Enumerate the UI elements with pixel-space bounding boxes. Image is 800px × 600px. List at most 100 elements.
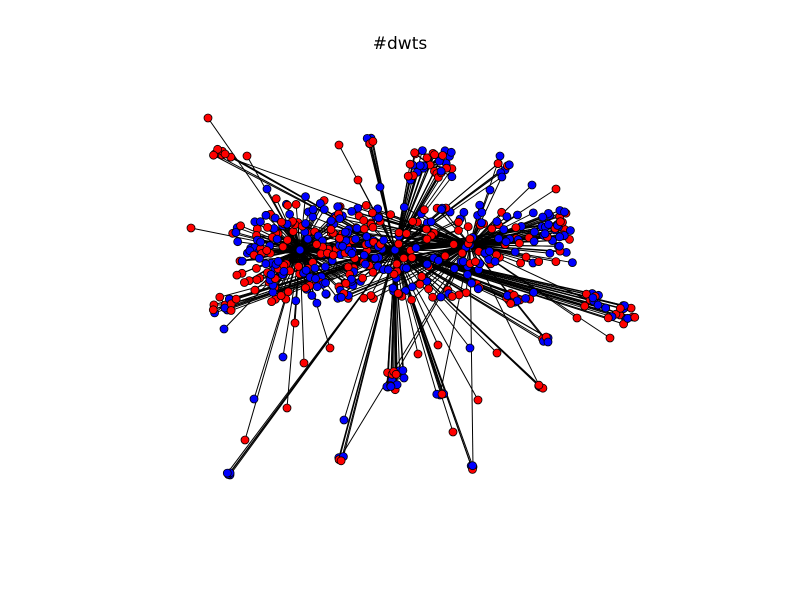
graph-node-blue: [449, 264, 459, 274]
graph-node-red: [277, 217, 286, 227]
graph-node-blue: [477, 218, 486, 228]
graph-node-red: [393, 288, 403, 298]
graph-node-blue: [320, 262, 330, 272]
graph-node-blue: [521, 293, 530, 303]
graph-node-blue: [321, 278, 331, 288]
graph-node-blue: [407, 282, 417, 292]
graph-edge: [394, 249, 479, 401]
graph-node-blue: [249, 394, 259, 404]
graph-node-blue: [490, 257, 500, 266]
graph-edge: [244, 249, 301, 441]
graph-node-blue: [399, 373, 409, 383]
graph-node-red: [278, 242, 288, 252]
graph-node-red: [433, 340, 443, 350]
graph-node-blue: [540, 229, 550, 239]
graph-node-red: [551, 257, 561, 267]
graph-node-blue: [502, 212, 512, 222]
graph-node-blue: [219, 324, 229, 334]
graph-node-red: [186, 223, 196, 233]
graph-node-red: [534, 380, 544, 390]
graph-node-red: [422, 234, 432, 244]
graph-node-red: [615, 303, 625, 313]
graph-node-blue: [352, 223, 362, 233]
graph-node-blue: [468, 461, 478, 471]
graph-node-blue: [370, 253, 380, 263]
graph-node-red: [415, 279, 425, 289]
graph-node-blue: [386, 382, 396, 391]
graph-node-red: [407, 295, 417, 305]
graph-node-blue: [312, 282, 322, 292]
graph-node-red: [226, 306, 236, 315]
graph-node-blue: [501, 237, 511, 247]
graph-node-blue: [301, 219, 311, 228]
graph-node-blue: [422, 259, 432, 269]
graph-node-red: [328, 250, 338, 260]
graph-node-blue: [321, 289, 331, 299]
graph-node-red: [422, 153, 432, 163]
graph-node-blue: [360, 259, 370, 269]
graph-edge: [372, 141, 396, 251]
graph-node-blue: [374, 213, 384, 223]
graph-node-blue: [398, 365, 408, 375]
graph-edge: [265, 214, 301, 251]
graph-node-red: [341, 278, 351, 288]
graph-node-blue: [310, 263, 320, 273]
graph-node-red: [572, 313, 582, 323]
graph-node-blue: [351, 234, 361, 244]
graph-node-blue: [426, 217, 436, 227]
graph-node-red: [551, 184, 561, 194]
graph-node-blue: [383, 265, 393, 275]
graph-node-blue: [528, 208, 538, 218]
graph-node-blue: [601, 303, 611, 313]
graph-node-red: [240, 435, 250, 445]
graph-node-blue: [568, 258, 577, 268]
graph-node-blue: [307, 291, 317, 300]
graph-node-blue: [261, 259, 271, 269]
graph-node-blue: [499, 225, 509, 234]
graph-node-blue: [295, 245, 305, 255]
graph-node-red: [359, 224, 369, 234]
graph-node-red: [262, 246, 272, 255]
graph-node-red: [391, 369, 401, 379]
graph-node-blue: [623, 313, 633, 323]
graph-node-red: [515, 238, 524, 248]
graph-node-red: [392, 259, 402, 269]
graph-node-red: [556, 217, 565, 227]
graph-node-blue: [279, 266, 289, 276]
graph-node-red: [492, 348, 502, 358]
graph-node-blue: [497, 172, 507, 182]
graph-node-red: [399, 253, 409, 263]
graph-edge: [469, 244, 550, 254]
graph-node-red: [276, 291, 286, 301]
graph-node-blue: [326, 216, 336, 226]
graph-node-red: [605, 333, 615, 343]
graph-node-blue: [237, 256, 247, 266]
graph-node-red: [343, 262, 353, 272]
graph-node-blue: [261, 210, 271, 220]
graph-node-red: [220, 149, 230, 159]
graph-node-blue: [436, 292, 446, 302]
graph-node-red: [301, 283, 310, 293]
graph-node-blue: [285, 209, 295, 219]
graph-node-red: [506, 299, 516, 308]
graph-node-red: [290, 318, 300, 328]
graph-node-blue: [335, 214, 345, 224]
graph-node-red: [447, 292, 457, 301]
graph-node-blue: [447, 172, 457, 182]
graph-node-red: [386, 210, 396, 220]
graph-node-blue: [415, 161, 425, 170]
graph-node-red: [465, 234, 475, 244]
graph-node-red: [232, 270, 242, 280]
graph-node-blue: [543, 337, 553, 347]
graph-node-blue: [256, 237, 266, 247]
graph-node-blue: [492, 217, 502, 226]
graph-node-blue: [254, 253, 264, 263]
graph-node-red: [413, 349, 423, 359]
graph-node-red: [463, 222, 473, 232]
graph-node-red: [457, 248, 467, 258]
graph-node-red: [283, 287, 293, 297]
graph-node-red: [493, 159, 503, 169]
graph-node-red: [252, 275, 262, 285]
graph-node-blue: [446, 147, 456, 157]
graph-node-red: [534, 257, 544, 267]
